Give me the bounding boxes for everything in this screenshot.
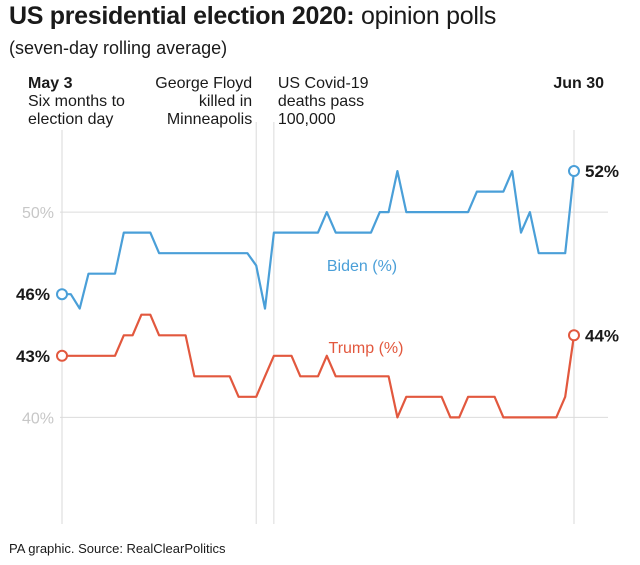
series-end-marker-1 xyxy=(568,329,580,342)
annotation-text-2-0: US Covid-19 xyxy=(278,75,369,92)
series-line-1 xyxy=(62,313,576,419)
series-start-label-0: 46% xyxy=(16,285,50,304)
y-tick-label-40: 40% xyxy=(22,410,54,427)
annotation-text-1-2: Minneapolis xyxy=(167,111,252,128)
annotation-text-1-1: killed in xyxy=(199,93,252,110)
series-start-label-1: 43% xyxy=(16,347,50,366)
annotation-text-0-0: May 3 xyxy=(28,75,73,92)
series-name-label-0: Biden (%) xyxy=(327,258,397,275)
chart-title: US presidential election 2020: opinion p… xyxy=(9,2,496,31)
annotation-text-1-0: George Floyd xyxy=(155,75,252,92)
annotation-text-0-1: Six months to xyxy=(28,93,125,110)
series-end-label-1: 44% xyxy=(585,326,619,345)
annotation-text-2-2: 100,000 xyxy=(278,111,336,128)
series-end-label-0: 52% xyxy=(585,162,619,181)
series-line-0 xyxy=(62,170,576,310)
series-end-marker-0 xyxy=(568,165,580,178)
series-start-marker-0 xyxy=(56,288,68,301)
chart-title-light: opinion polls xyxy=(360,2,497,30)
series-layer xyxy=(56,165,580,419)
series-start-marker-1 xyxy=(56,349,68,362)
annotation-text-2-1: deaths pass xyxy=(278,93,364,110)
y-tick-label-50: 50% xyxy=(22,205,54,222)
chart-title-bold: US presidential election 2020: xyxy=(9,2,355,30)
annotation-text-0-2: election day xyxy=(28,111,113,128)
grid-layer: 40% 50% xyxy=(22,205,608,427)
chart-subtitle: (seven-day rolling average) xyxy=(9,38,228,58)
label-layer: 46% 52% Biden (%) 43% 44% Trump (%) xyxy=(16,162,619,366)
source-note: PA graphic. Source: RealClearPolitics xyxy=(9,541,226,556)
series-name-label-1: Trump (%) xyxy=(329,340,404,357)
annotation-text-3-0: Jun 30 xyxy=(553,75,604,92)
